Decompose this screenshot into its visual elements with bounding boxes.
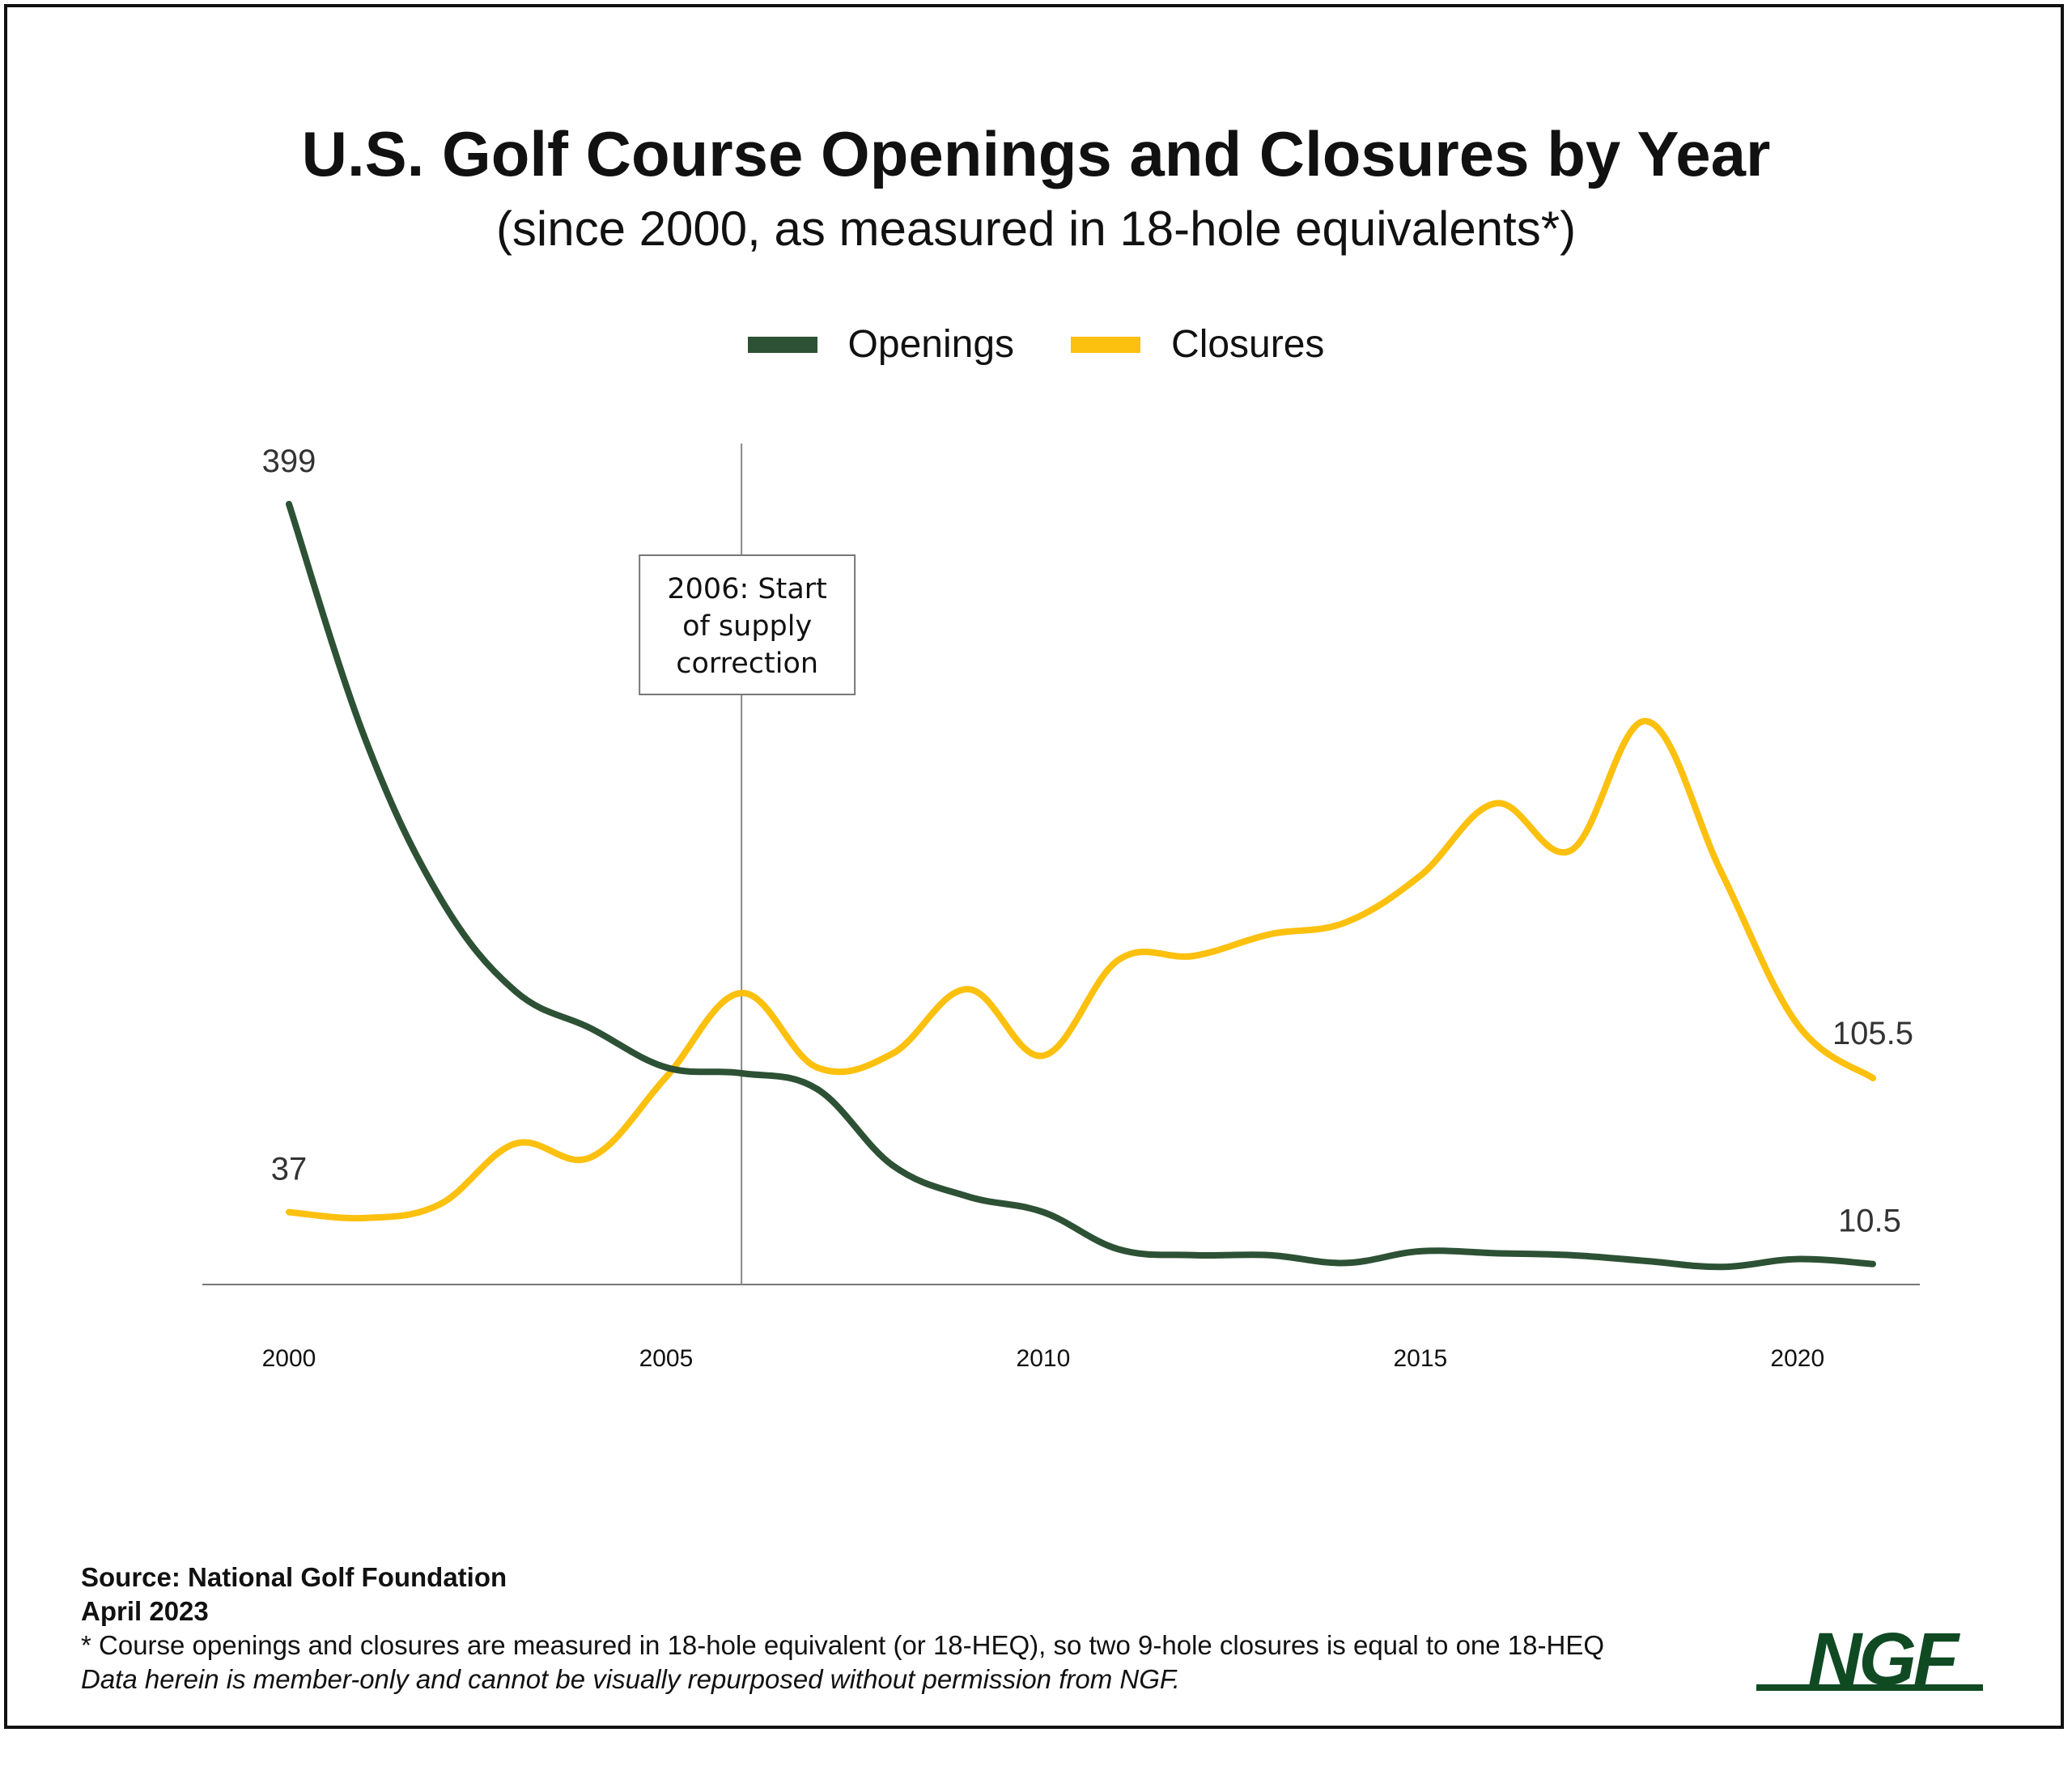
- legend-swatch-openings: [747, 336, 817, 353]
- ngf-logo: NGF: [1756, 1618, 1983, 1701]
- data-label: 10.5: [1838, 1204, 1901, 1239]
- x-tick-label: 2015: [1393, 1345, 1447, 1372]
- legend-swatch-closures: [1071, 336, 1141, 353]
- x-tick-label: 2005: [639, 1345, 694, 1372]
- series-line-closures: [286, 718, 1876, 1222]
- annotation-box: [639, 554, 856, 695]
- footnote-text: * Course openings and closures are measu…: [81, 1630, 1605, 1660]
- source-text: Source: National Golf Foundation: [81, 1562, 507, 1592]
- x-tick-label: 2020: [1770, 1345, 1824, 1372]
- disclaimer-text: Data herein is member-only and cannot be…: [81, 1664, 1180, 1694]
- legend-item-openings: Openings: [747, 322, 1015, 367]
- data-label: 105.5: [1832, 1016, 1913, 1051]
- date-text: April 2023: [81, 1596, 209, 1626]
- data-label: 37: [271, 1152, 308, 1187]
- legend-item-closures: Closures: [1071, 322, 1324, 367]
- x-tick-label: 2000: [262, 1345, 316, 1372]
- legend-label-openings: Openings: [847, 323, 1015, 366]
- legend: Openings Closures: [0, 322, 2072, 367]
- chart-frame: [4, 4, 2064, 1729]
- x-tick-label: 2010: [1017, 1345, 1071, 1372]
- annotation-text: of supply: [682, 610, 812, 643]
- chart-title: U.S. Golf Course Openings and Closures b…: [301, 118, 1771, 189]
- annotation-text: correction: [676, 648, 818, 680]
- footer: Source: National Golf Foundation April 2…: [81, 1561, 1604, 1696]
- annotation-text: 2006: Start: [667, 573, 827, 605]
- chart-subtitle: (since 2000, as measured in 18-hole equi…: [495, 202, 1577, 256]
- line-chart: 2000 2005 2010 2015 2020 2006: Start of supply…: [202, 444, 1920, 1372]
- series-line-openings: [286, 500, 1876, 1271]
- data-label: 399: [262, 444, 316, 479]
- legend-label-closures: Closures: [1171, 323, 1325, 366]
